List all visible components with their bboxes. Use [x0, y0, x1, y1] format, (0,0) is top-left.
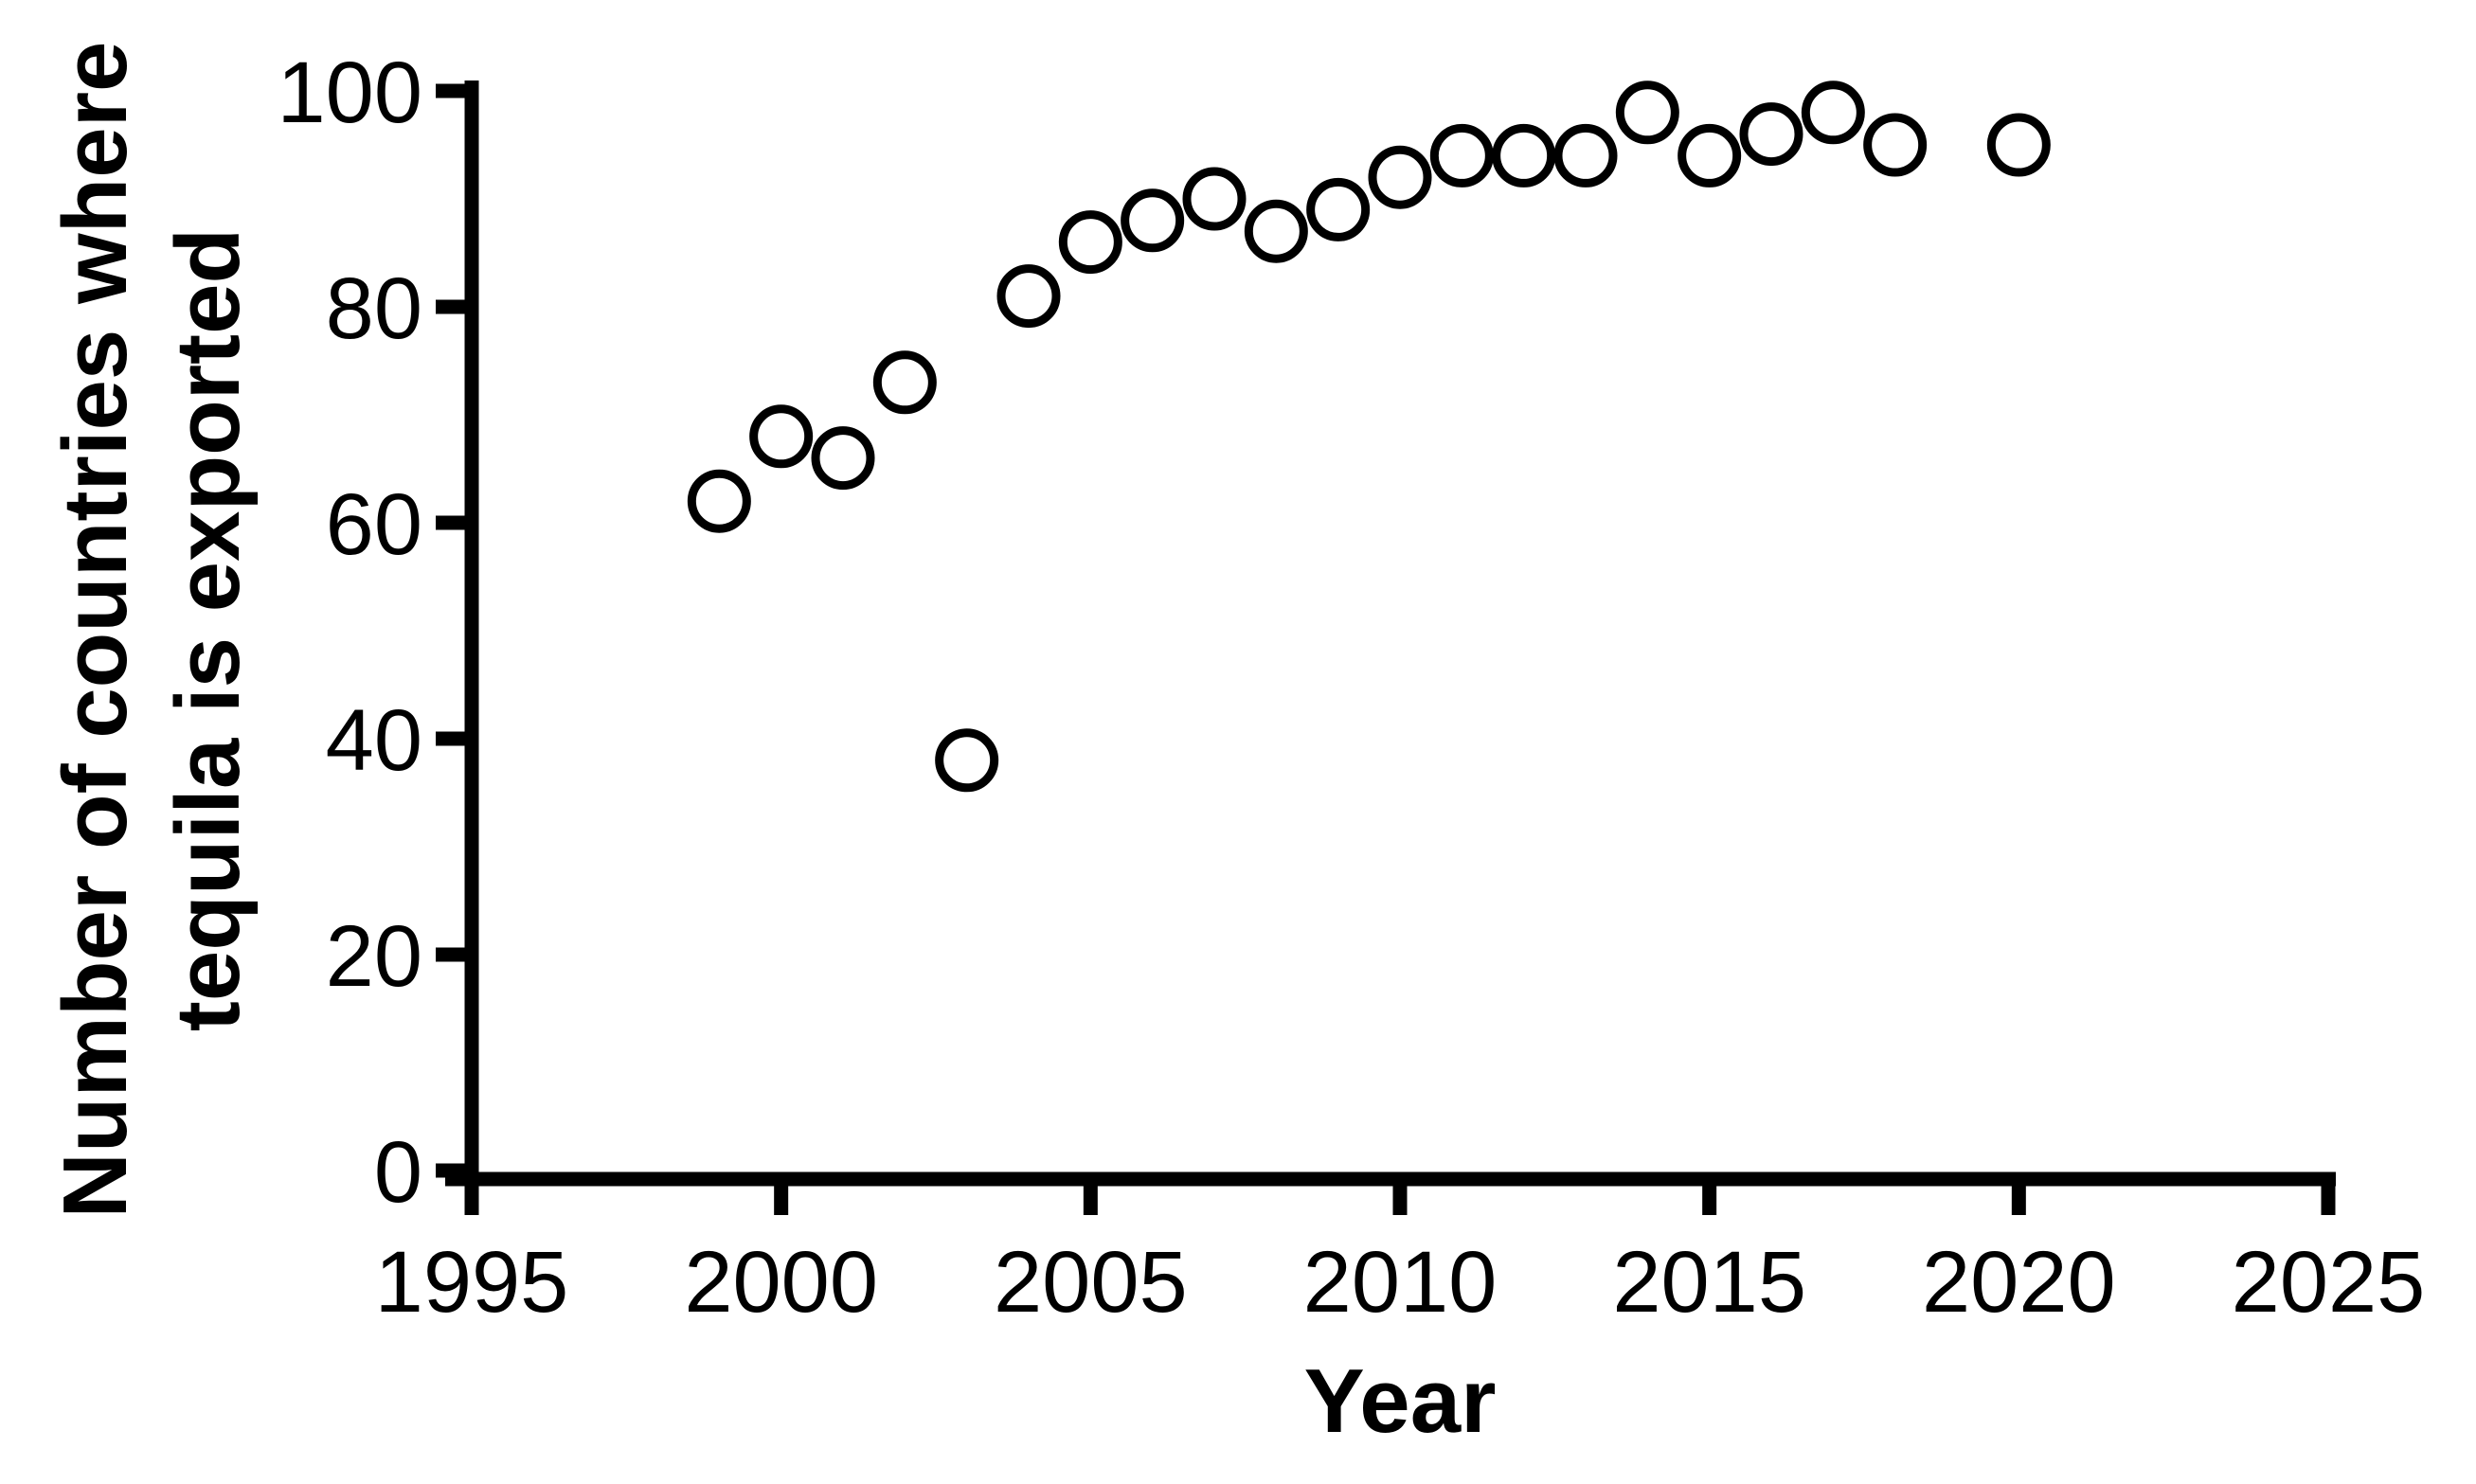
x-axis: 1995 2000 2005 2010 2015 2020 2025 [375, 1171, 2426, 1331]
x-axis-title: Year [1304, 1350, 1497, 1452]
data-point [1801, 80, 1865, 145]
x-tick-label: 2015 [1612, 1234, 1806, 1331]
y-tick-label: 80 [326, 260, 422, 357]
data-point [749, 404, 814, 469]
y-tick-label: 40 [326, 692, 422, 789]
data-point [935, 728, 999, 793]
x-tick-label: 2000 [684, 1234, 878, 1331]
data-point [1739, 102, 1803, 167]
data-point [1121, 188, 1185, 253]
x-tick-label: 2010 [1303, 1234, 1498, 1331]
y-tick-label: 20 [326, 908, 422, 1005]
data-point [1678, 123, 1742, 188]
data-point [1244, 199, 1308, 263]
x-tick-label: 1995 [375, 1234, 569, 1331]
data-point [1863, 113, 1928, 177]
x-tick-label: 2020 [1922, 1234, 2116, 1331]
x-tick-label: 2025 [2232, 1234, 2426, 1331]
data-point [1429, 123, 1494, 188]
data-point [1492, 123, 1556, 188]
y-axis: 0 20 40 60 80 100 [278, 45, 479, 1221]
x-tick-label: 2005 [994, 1234, 1188, 1331]
y-tick-label: 100 [278, 45, 423, 141]
data-point [872, 350, 937, 415]
data-point [1615, 80, 1679, 145]
data-point [996, 264, 1061, 329]
data-point [1368, 145, 1432, 209]
data-point [811, 426, 875, 491]
y-axis-title-line-2: tequila is exported [157, 228, 259, 1031]
y-axis-title-line-1: Number of countries where [45, 42, 146, 1219]
y-axis-title: Number of countries where tequila is exp… [45, 42, 259, 1219]
y-tick-label: 60 [326, 476, 422, 573]
data-point [1182, 167, 1247, 231]
data-point [1058, 210, 1122, 275]
data-point [1553, 123, 1618, 188]
data-point [1986, 113, 2051, 177]
data-point [1306, 177, 1371, 241]
data-point [687, 469, 751, 533]
y-tick-label: 0 [374, 1124, 422, 1221]
plot-points [687, 80, 2051, 793]
